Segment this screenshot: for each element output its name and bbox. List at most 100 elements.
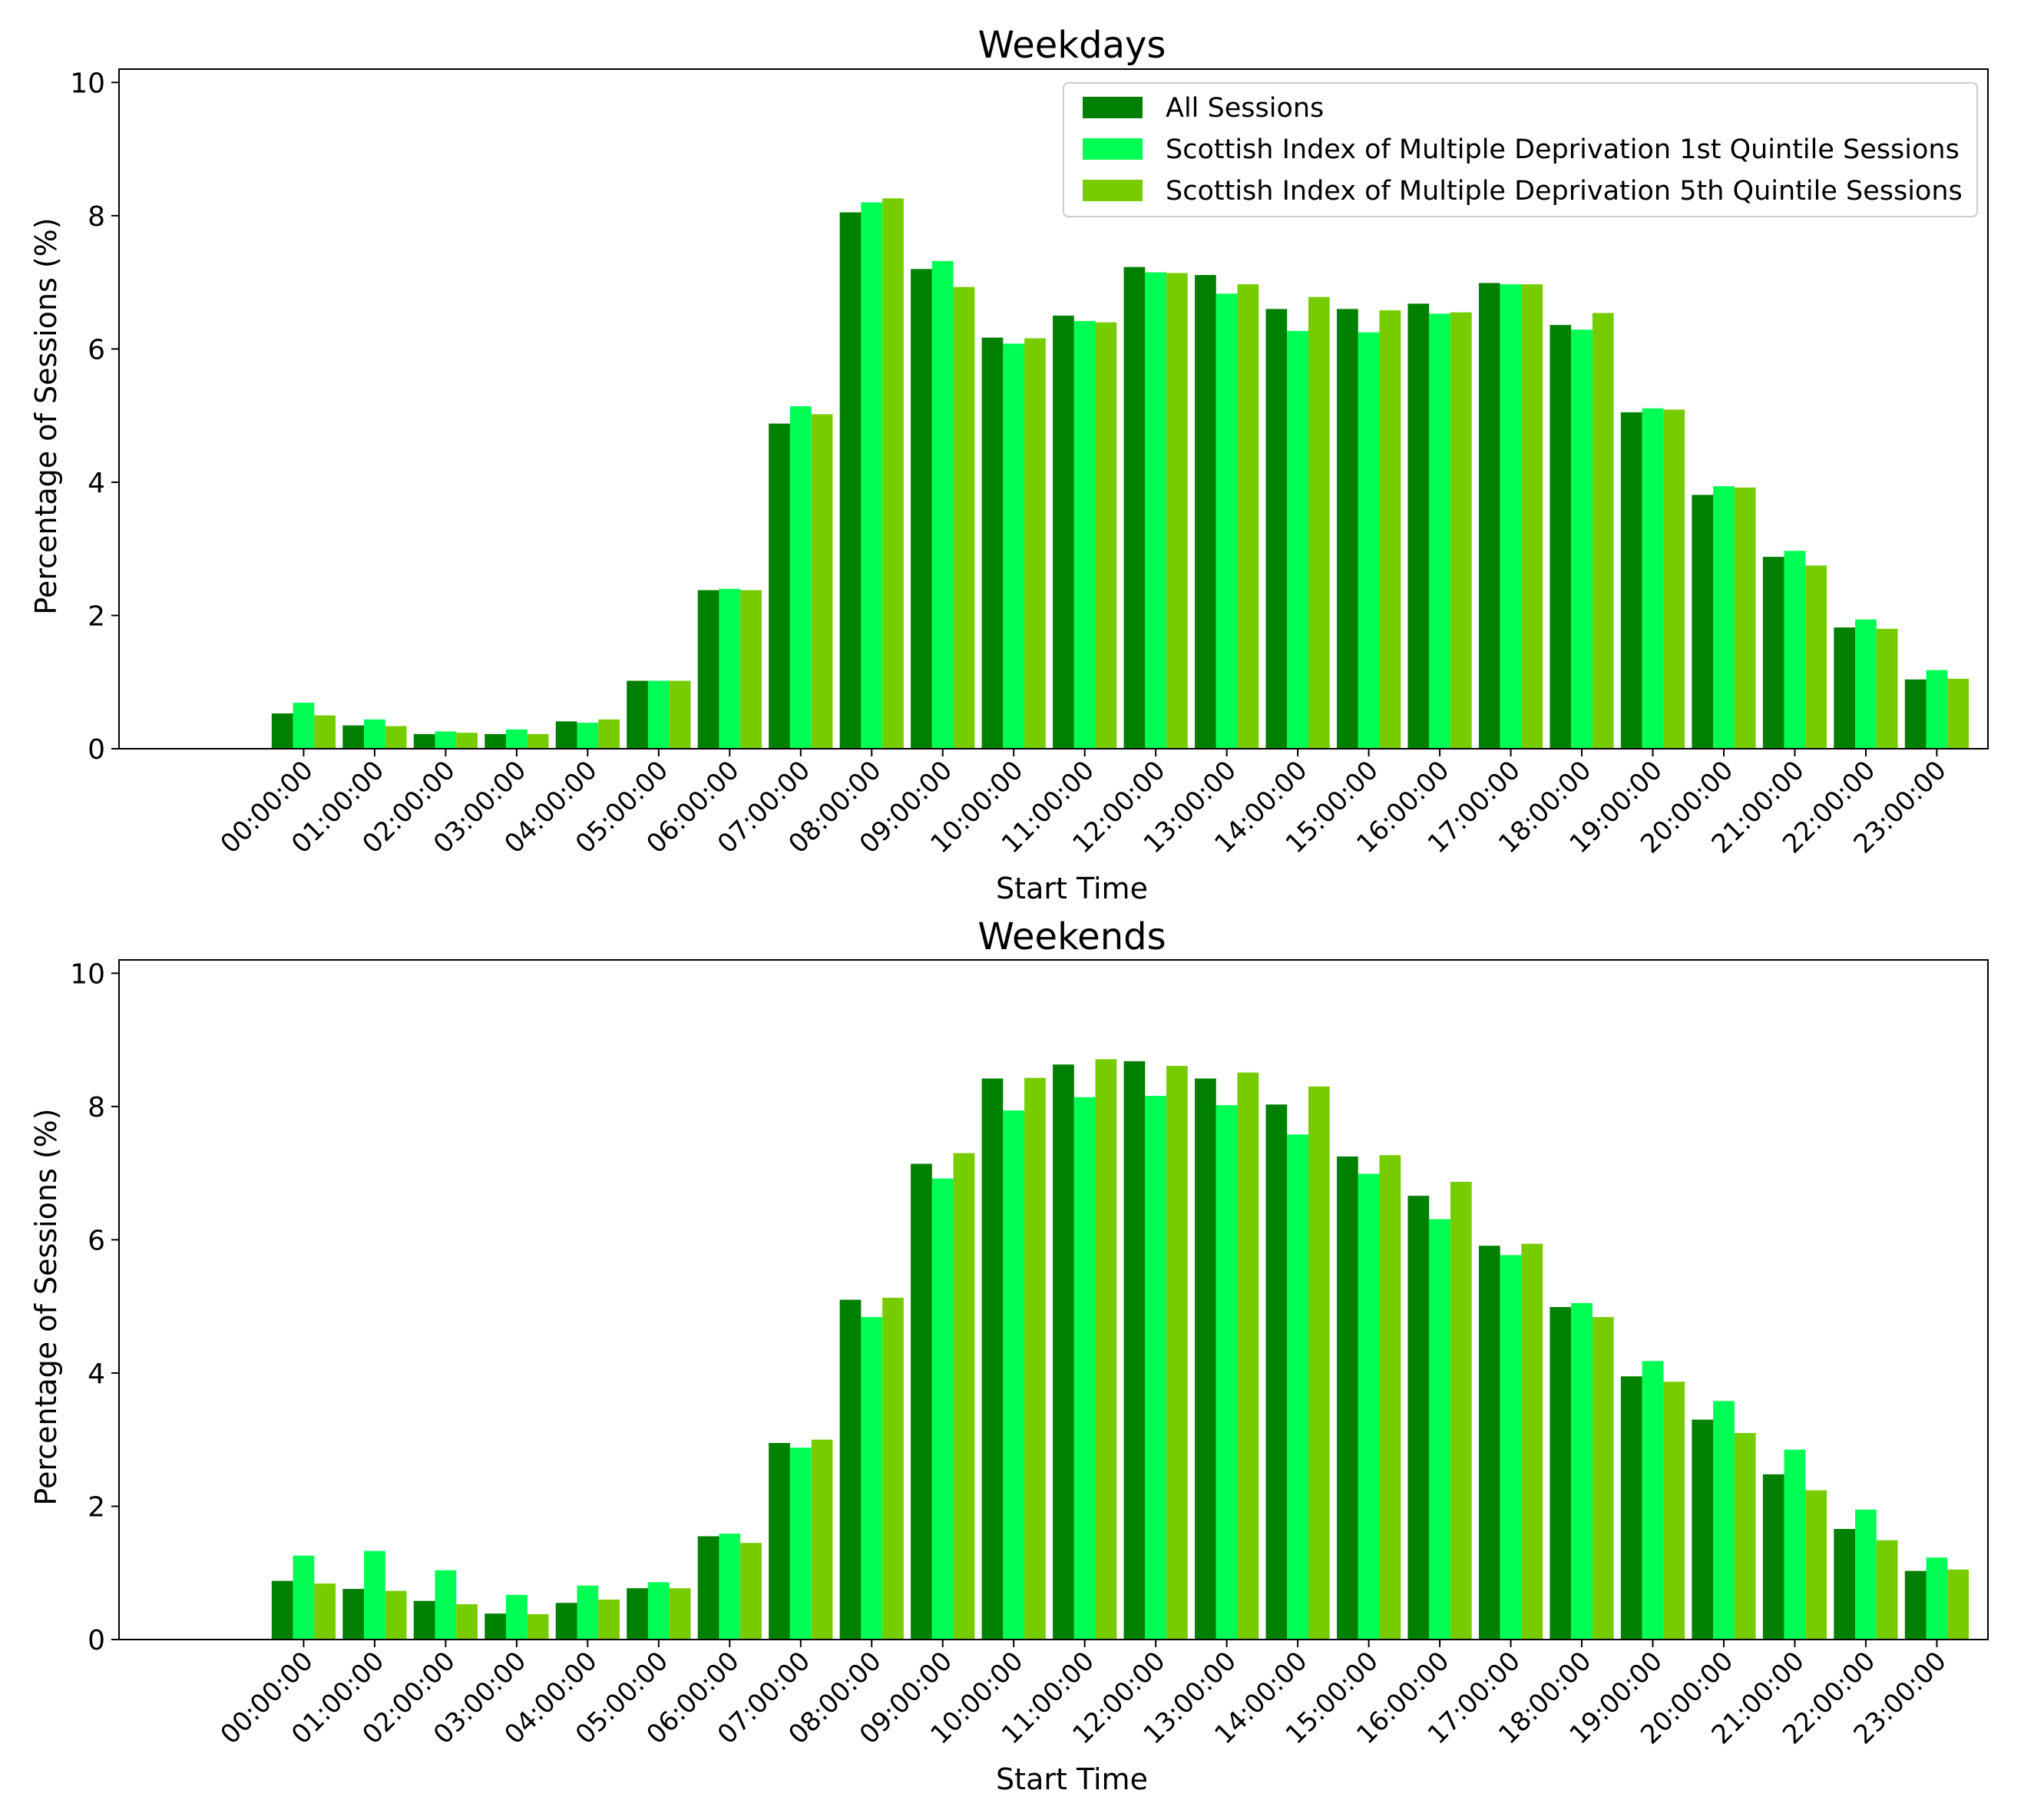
bar-all-sessions-190000: [1620, 1376, 1642, 1640]
bar-scottish-index-of-multiple-deprivation-1st-quintile-sessions-170000: [1500, 284, 1522, 749]
bar-all-sessions-150000: [1336, 1156, 1358, 1640]
bar-scottish-index-of-multiple-deprivation-1st-quintile-sessions-110000: [1073, 1097, 1096, 1640]
bar-scottish-index-of-multiple-deprivation-5th-quintile-sessions-030000: [527, 1614, 549, 1640]
bar-scottish-index-of-multiple-deprivation-1st-quintile-sessions-040000: [577, 723, 599, 749]
bar-scottish-index-of-multiple-deprivation-1st-quintile-sessions-180000: [1571, 1302, 1593, 1640]
bar-all-sessions-120000: [1123, 266, 1146, 749]
bar-scottish-index-of-multiple-deprivation-5th-quintile-sessions-130000: [1237, 284, 1259, 749]
bar-all-sessions-020000: [413, 733, 435, 749]
bar-scottish-index-of-multiple-deprivation-5th-quintile-sessions-170000: [1521, 284, 1543, 749]
bar-scottish-index-of-multiple-deprivation-1st-quintile-sessions-160000: [1429, 1219, 1450, 1640]
bar-scottish-index-of-multiple-deprivation-5th-quintile-sessions-030000: [527, 733, 549, 749]
bar-scottish-index-of-multiple-deprivation-1st-quintile-sessions-100000: [1003, 343, 1025, 749]
legend-item-all-sessions: All Sessions: [1083, 93, 1324, 124]
bar-scottish-index-of-multiple-deprivation-1st-quintile-sessions-110000: [1073, 320, 1096, 749]
bar-all-sessions-050000: [627, 1588, 648, 1640]
bar-all-sessions-040000: [555, 1603, 577, 1640]
bar-scottish-index-of-multiple-deprivation-1st-quintile-sessions-030000: [506, 1594, 528, 1640]
plot-frame: [118, 68, 1989, 750]
legend-item-simd-1st-quintile: Scottish Index of Multiple Deprivation 1…: [1083, 134, 1960, 165]
bar-all-sessions-200000: [1692, 1419, 1714, 1640]
bar-all-sessions-080000: [839, 1299, 862, 1640]
bar-scottish-index-of-multiple-deprivation-1st-quintile-sessions-050000: [647, 1582, 670, 1640]
bar-all-sessions-220000: [1834, 627, 1856, 749]
bar-scottish-index-of-multiple-deprivation-5th-quintile-sessions-100000: [1024, 1077, 1046, 1640]
bar-all-sessions-180000: [1550, 325, 1572, 749]
bar-scottish-index-of-multiple-deprivation-1st-quintile-sessions-070000: [789, 406, 812, 749]
y-tick-label: 8: [88, 1092, 105, 1123]
bar-scottish-index-of-multiple-deprivation-5th-quintile-sessions-200000: [1734, 1433, 1756, 1640]
bar-scottish-index-of-multiple-deprivation-5th-quintile-sessions-220000: [1876, 1540, 1898, 1640]
bar-scottish-index-of-multiple-deprivation-1st-quintile-sessions-050000: [647, 680, 670, 749]
bar-all-sessions-120000: [1123, 1061, 1146, 1640]
bar-scottish-index-of-multiple-deprivation-5th-quintile-sessions-060000: [740, 1543, 762, 1640]
bar-scottish-index-of-multiple-deprivation-5th-quintile-sessions-120000: [1166, 273, 1188, 749]
bar-scottish-index-of-multiple-deprivation-1st-quintile-sessions-010000: [364, 719, 385, 749]
bar-scottish-index-of-multiple-deprivation-5th-quintile-sessions-040000: [598, 1599, 620, 1640]
bar-all-sessions-180000: [1550, 1307, 1572, 1640]
y-axis-label: Percentage of Sessions (%): [29, 1108, 63, 1505]
bar-scottish-index-of-multiple-deprivation-5th-quintile-sessions-190000: [1663, 1382, 1685, 1640]
bar-scottish-index-of-multiple-deprivation-1st-quintile-sessions-220000: [1855, 619, 1877, 749]
bar-scottish-index-of-multiple-deprivation-5th-quintile-sessions-010000: [385, 726, 407, 749]
legend-item-simd-5th-quintile: Scottish Index of Multiple Deprivation 5…: [1083, 176, 1963, 207]
bar-scottish-index-of-multiple-deprivation-5th-quintile-sessions-040000: [598, 719, 620, 749]
bar-scottish-index-of-multiple-deprivation-1st-quintile-sessions-070000: [789, 1448, 812, 1640]
bar-all-sessions-210000: [1762, 1474, 1784, 1640]
legend-swatch: [1083, 138, 1143, 160]
bar-scottish-index-of-multiple-deprivation-1st-quintile-sessions-000000: [293, 1555, 315, 1640]
bar-scottish-index-of-multiple-deprivation-1st-quintile-sessions-190000: [1642, 408, 1664, 749]
bar-all-sessions-100000: [981, 337, 1004, 750]
bar-all-sessions-160000: [1407, 1196, 1430, 1640]
bar-all-sessions-010000: [342, 725, 365, 749]
bar-scottish-index-of-multiple-deprivation-5th-quintile-sessions-090000: [953, 286, 975, 749]
bar-scottish-index-of-multiple-deprivation-1st-quintile-sessions-200000: [1713, 486, 1735, 749]
legend-swatch: [1083, 97, 1143, 118]
bar-scottish-index-of-multiple-deprivation-5th-quintile-sessions-170000: [1521, 1243, 1543, 1640]
bar-scottish-index-of-multiple-deprivation-1st-quintile-sessions-010000: [364, 1550, 385, 1640]
legend-label: All Sessions: [1166, 93, 1324, 124]
x-axis-label: Start Time: [996, 1762, 1148, 1796]
bar-scottish-index-of-multiple-deprivation-5th-quintile-sessions-020000: [456, 1604, 478, 1640]
bar-all-sessions-000000: [271, 1580, 293, 1640]
bar-scottish-index-of-multiple-deprivation-1st-quintile-sessions-120000: [1145, 1096, 1167, 1640]
bar-scottish-index-of-multiple-deprivation-5th-quintile-sessions-020000: [456, 733, 478, 749]
y-axis-ticks: 0 2 4 6 8 10: [70, 958, 119, 1656]
bar-scottish-index-of-multiple-deprivation-5th-quintile-sessions-180000: [1592, 1317, 1614, 1640]
legend-label: Scottish Index of Multiple Deprivation 5…: [1166, 176, 1963, 207]
bar-scottish-index-of-multiple-deprivation-1st-quintile-sessions-060000: [719, 1534, 741, 1640]
bar-scottish-index-of-multiple-deprivation-5th-quintile-sessions-200000: [1734, 487, 1756, 749]
bar-scottish-index-of-multiple-deprivation-1st-quintile-sessions-150000: [1358, 332, 1380, 749]
bar-scottish-index-of-multiple-deprivation-5th-quintile-sessions-220000: [1876, 628, 1898, 749]
bar-scottish-index-of-multiple-deprivation-1st-quintile-sessions-130000: [1215, 293, 1238, 749]
bar-scottish-index-of-multiple-deprivation-1st-quintile-sessions-040000: [577, 1585, 599, 1640]
bar-all-sessions-010000: [342, 1589, 365, 1640]
bar-scottish-index-of-multiple-deprivation-1st-quintile-sessions-200000: [1713, 1401, 1735, 1640]
bar-scottish-index-of-multiple-deprivation-5th-quintile-sessions-010000: [385, 1590, 407, 1640]
chart-title: Weekends: [977, 915, 1166, 958]
bar-scottish-index-of-multiple-deprivation-5th-quintile-sessions-000000: [314, 1583, 336, 1640]
bar-scottish-index-of-multiple-deprivation-5th-quintile-sessions-070000: [811, 414, 833, 749]
bar-all-sessions-210000: [1762, 557, 1784, 749]
bar-scottish-index-of-multiple-deprivation-5th-quintile-sessions-230000: [1947, 678, 1970, 749]
y-tick-label: 4: [88, 1358, 105, 1390]
bar-scottish-index-of-multiple-deprivation-5th-quintile-sessions-230000: [1947, 1569, 1970, 1640]
bar-scottish-index-of-multiple-deprivation-1st-quintile-sessions-030000: [506, 729, 528, 749]
y-tick-label: 6: [88, 1225, 105, 1256]
bar-scottish-index-of-multiple-deprivation-1st-quintile-sessions-020000: [435, 731, 457, 749]
bar-scottish-index-of-multiple-deprivation-1st-quintile-sessions-230000: [1926, 670, 1948, 749]
bar-all-sessions-050000: [627, 680, 648, 749]
bar-scottish-index-of-multiple-deprivation-5th-quintile-sessions-060000: [740, 590, 762, 749]
y-tick-label: 0: [88, 1625, 105, 1656]
bar-scottish-index-of-multiple-deprivation-5th-quintile-sessions-140000: [1308, 296, 1330, 749]
y-tick-label: 6: [88, 334, 105, 366]
bar-scottish-index-of-multiple-deprivation-1st-quintile-sessions-090000: [931, 1178, 954, 1640]
bar-all-sessions-110000: [1053, 1064, 1074, 1640]
plot-frame: [118, 959, 1989, 1640]
bar-scottish-index-of-multiple-deprivation-5th-quintile-sessions-050000: [669, 1588, 691, 1640]
bar-all-sessions-060000: [697, 1536, 719, 1640]
bar-scottish-index-of-multiple-deprivation-1st-quintile-sessions-080000: [861, 202, 883, 749]
bar-all-sessions-230000: [1904, 1570, 1927, 1640]
bar-all-sessions-230000: [1904, 679, 1927, 749]
y-tick-label: 10: [70, 958, 105, 990]
